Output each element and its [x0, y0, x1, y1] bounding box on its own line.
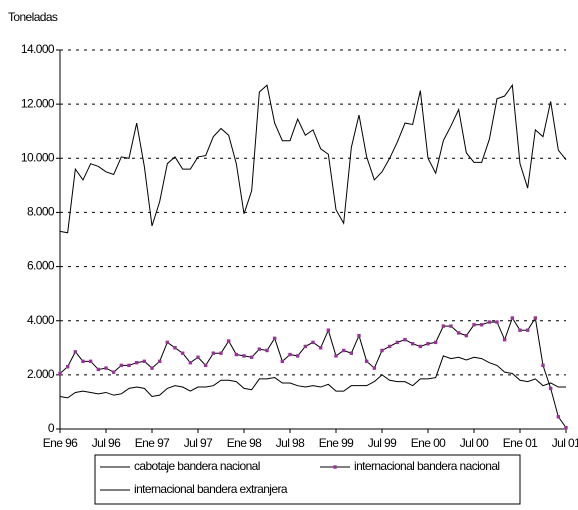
series-marker — [525, 328, 530, 332]
series-marker — [295, 354, 300, 358]
series-line — [59, 83, 567, 234]
series-marker — [249, 355, 254, 359]
series-marker — [372, 366, 377, 370]
series-marker — [533, 316, 538, 320]
legend-label: internacional bandera nacional — [354, 459, 499, 473]
series-marker — [441, 324, 446, 328]
y-tick-label: 0 — [48, 421, 55, 435]
series-marker — [58, 371, 62, 376]
x-tick-label: Jul 98 — [276, 436, 305, 450]
series-marker — [403, 337, 407, 342]
y-tick-label: 10.000 — [21, 150, 55, 164]
series-marker — [234, 352, 239, 357]
series-marker — [495, 320, 499, 324]
series-marker — [380, 348, 384, 353]
series-marker — [311, 340, 315, 345]
series-marker — [257, 347, 262, 351]
series-marker — [418, 344, 423, 349]
series-marker — [541, 363, 545, 368]
x-tick-label: Jul 96 — [92, 436, 121, 450]
series-marker — [196, 355, 200, 359]
series-marker — [88, 359, 93, 364]
x-tick-label: Jul 01 — [552, 436, 578, 450]
series-marker — [96, 367, 101, 372]
x-tick-label: Jul 99 — [368, 436, 397, 450]
series-marker — [81, 359, 85, 364]
series-marker — [395, 340, 400, 345]
series-marker — [449, 324, 453, 328]
series-marker — [334, 354, 338, 358]
series-marker — [464, 333, 469, 338]
series-marker — [502, 337, 507, 342]
series-marker — [188, 360, 193, 365]
series-marker — [326, 328, 331, 332]
series-marker — [510, 316, 515, 320]
x-tick-label: Jul 00 — [460, 436, 489, 450]
y-axis-label: Toneladas — [8, 10, 58, 24]
series-marker — [165, 340, 170, 345]
series-marker — [142, 359, 147, 364]
y-tick-label: 12.000 — [21, 96, 55, 110]
series-marker — [456, 331, 461, 335]
series-marker — [479, 323, 484, 327]
series-line — [59, 316, 567, 428]
x-tick-label: Ene 99 — [319, 436, 354, 450]
series-marker — [242, 354, 246, 358]
series-marker — [157, 359, 162, 364]
x-tick-label: Ene 97 — [135, 436, 170, 450]
legend-marker — [333, 465, 337, 469]
series-marker — [203, 363, 208, 368]
series-marker — [364, 359, 369, 364]
series-marker — [288, 352, 292, 357]
y-tick-label: 6.000 — [27, 259, 55, 273]
series-marker — [119, 363, 124, 368]
x-tick-label: Ene 00 — [411, 436, 446, 450]
series-marker — [226, 339, 231, 343]
series-marker — [211, 351, 216, 355]
series-marker — [410, 342, 415, 346]
series-marker — [426, 342, 430, 346]
series-marker — [111, 370, 116, 374]
y-tick-label: 2.000 — [27, 367, 55, 381]
series-marker — [303, 344, 308, 349]
series-line — [59, 355, 566, 399]
x-tick-label: Jul 97 — [184, 436, 213, 450]
y-tick-label: 4.000 — [27, 313, 55, 327]
series-marker — [548, 386, 553, 391]
series-marker — [564, 425, 568, 430]
series-marker — [357, 333, 361, 338]
series-marker — [73, 350, 78, 354]
series-marker — [518, 328, 522, 332]
series-marker — [318, 346, 323, 350]
series-marker — [280, 359, 285, 364]
y-tick-label: 14.000 — [21, 42, 55, 56]
legend-label: internacional bandera extranjera — [134, 482, 288, 496]
series-marker — [180, 351, 185, 355]
series-marker — [349, 351, 354, 355]
series-marker — [272, 336, 277, 341]
x-tick-label: Ene 98 — [227, 436, 262, 450]
series-marker — [134, 360, 139, 365]
series-marker — [487, 320, 492, 324]
series-marker — [341, 348, 346, 353]
y-tick-label: 8.000 — [27, 205, 55, 219]
series-marker — [173, 346, 177, 350]
x-tick-label: Ene 96 — [43, 436, 78, 450]
legend-label: cabotaje bandera nacional — [134, 459, 260, 473]
series-marker — [127, 363, 131, 368]
series-marker — [556, 415, 561, 419]
series-marker — [104, 366, 108, 370]
series-marker — [265, 348, 269, 353]
series-marker — [150, 366, 154, 370]
x-tick-label: Ene 01 — [503, 436, 538, 450]
series-marker — [219, 351, 223, 355]
legend-box — [94, 454, 521, 505]
series-marker — [472, 323, 476, 327]
series-marker — [387, 344, 392, 349]
series-marker — [65, 365, 70, 369]
series-marker — [433, 340, 438, 345]
